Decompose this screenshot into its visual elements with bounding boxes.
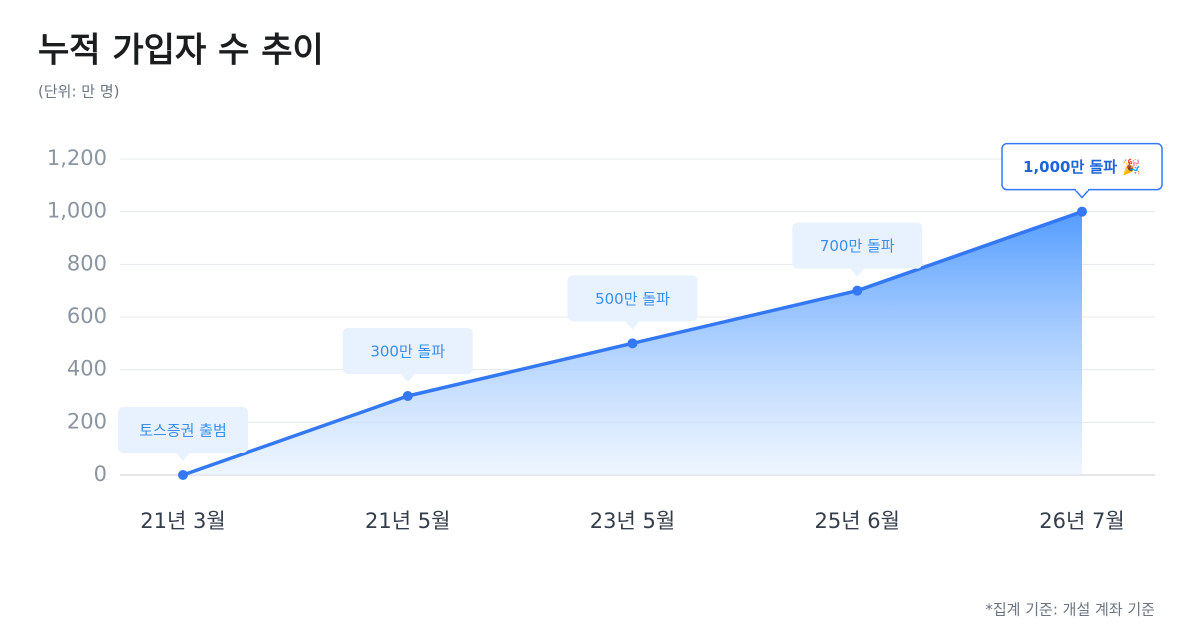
annotation-pointer	[400, 374, 415, 382]
annotation: 700만 돌파	[792, 222, 923, 277]
y-tick-label: 600	[67, 304, 107, 328]
chart-title: 누적 가입자 수 추이	[38, 31, 324, 71]
annotation-label: 500만 돌파	[595, 290, 670, 308]
footnote: *집계 기준: 개설 계좌 기준	[985, 601, 1155, 619]
x-tick-label: 25년 6월	[815, 509, 900, 533]
annotation-box	[342, 328, 473, 374]
annotation-label: 토스증권 출범	[139, 422, 227, 440]
annotation-pointer	[1074, 189, 1090, 199]
annotation-label: 1,000만 돌파 🎉	[1023, 158, 1141, 176]
y-tick-label: 800	[67, 251, 107, 275]
point	[627, 338, 638, 349]
annotation-label: 700만 돌파	[820, 237, 895, 255]
point	[1077, 206, 1087, 217]
x-tick-label: 21년 5월	[365, 509, 450, 533]
y-tick-label: 400	[67, 357, 107, 381]
y-tick-label: 1,200	[47, 146, 107, 170]
y-tick-label: 1,000	[47, 199, 107, 223]
annotation-box	[792, 222, 923, 269]
point	[402, 391, 413, 401]
y-tick-label: 200	[67, 409, 107, 433]
point	[852, 285, 863, 296]
annotation: 300만 돌파	[342, 328, 473, 382]
y-tick-label: 0	[94, 462, 107, 486]
x-tick-label: 26년 7월	[1039, 509, 1124, 533]
annotation-pointer	[850, 268, 865, 277]
area	[183, 211, 1082, 475]
x-tick-label: 21년 3월	[140, 509, 225, 533]
annotation-pointer	[625, 321, 640, 330]
annotation-box	[118, 407, 248, 453]
annotation-label: 300만 돌파	[370, 343, 445, 361]
annotation: 1,000만 돌파 🎉	[1001, 142, 1163, 199]
annotation-pointer	[176, 453, 190, 461]
annotation: 토스증권 출범	[118, 407, 248, 461]
annotation-box	[567, 275, 698, 322]
point	[178, 470, 188, 480]
chart-subtitle: (단위: 만 명)	[38, 83, 120, 101]
x-tick-label: 23년 5월	[590, 509, 675, 533]
annotation: 500만 돌파	[567, 275, 698, 330]
